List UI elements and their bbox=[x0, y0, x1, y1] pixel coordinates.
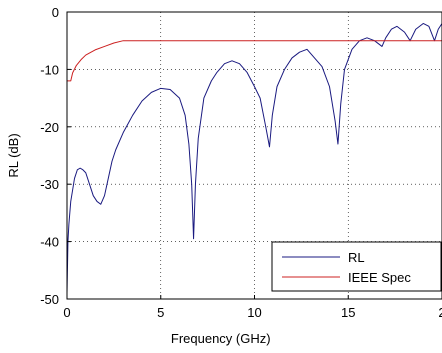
y-tick-label: -50 bbox=[40, 292, 59, 307]
series-line-rl bbox=[66, 22, 442, 294]
y-tick-labels: 0 -10 -20 -30 -40 -50 bbox=[40, 5, 71, 307]
x-tick-label: 0 bbox=[63, 305, 70, 320]
x-tick-label: 10 bbox=[247, 305, 261, 320]
legend-label-ieee-spec: IEEE Spec bbox=[348, 270, 411, 285]
y-tick-label: 0 bbox=[52, 5, 59, 20]
series-lines bbox=[66, 22, 442, 294]
y-axis-label: RL (dB) bbox=[6, 133, 21, 177]
series-line-ieee-spec bbox=[67, 40, 442, 82]
x-tick-labels: 0 5 10 15 2 bbox=[63, 295, 442, 320]
y-tick-label: -30 bbox=[40, 177, 59, 192]
x-axis-label: Frequency (GHz) bbox=[171, 331, 271, 346]
legend-label-rl: RL bbox=[348, 250, 365, 265]
x-tick-label: 15 bbox=[341, 305, 355, 320]
y-tick-label: -40 bbox=[40, 235, 59, 250]
legend-box bbox=[271, 241, 442, 292]
x-tick-label: 5 bbox=[157, 305, 164, 320]
x-tick-label: 2 bbox=[438, 305, 442, 320]
legend: RL IEEE Spec bbox=[271, 241, 442, 292]
y-tick-label: -20 bbox=[40, 120, 59, 135]
y-tick-label: -10 bbox=[40, 62, 59, 77]
